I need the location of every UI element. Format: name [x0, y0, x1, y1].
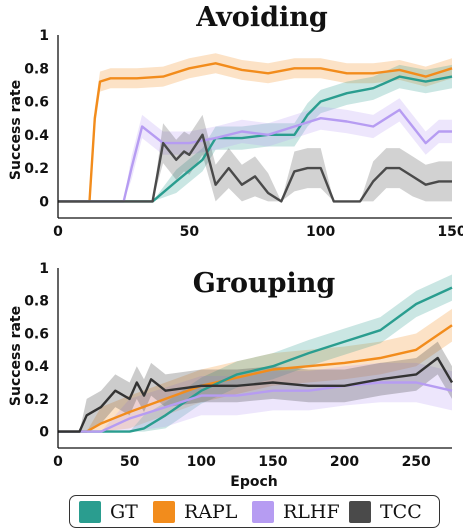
chart-avoiding: Avoiding Success rate 0 50 100 150 00.20.40… — [8, 2, 463, 240]
x-tick-labels: 0 50 100 150 — [53, 224, 463, 240]
band-rapl — [58, 53, 452, 202]
legend-label: TCC — [380, 501, 422, 523]
y-tick-label: 0 — [39, 194, 49, 210]
series-line-rlhf — [58, 381, 453, 433]
legend-swatch — [252, 501, 274, 523]
y-tick-labels: 0 0.2 0.4 0.6 0.8 1 — [24, 261, 49, 441]
chart-grouping: Grouping Success rate 0 50 100 150 200 250 00… — [8, 261, 454, 490]
y-tick-label: 0.2 — [24, 392, 49, 408]
series-line-tcc — [58, 133, 452, 203]
series-line-gt — [58, 286, 453, 433]
legend-item-gt: GT — [79, 501, 138, 523]
legend-label: GT — [110, 501, 138, 523]
legend-swatch — [349, 501, 371, 523]
x-axis-label: Epoch — [230, 474, 277, 490]
legend-label: RAPL — [184, 501, 238, 523]
band-rlhf — [58, 98, 452, 202]
y-tick-label: 0.8 — [24, 61, 49, 77]
x-tick-label: 150 — [258, 454, 287, 470]
y-tick-label: 0 — [39, 425, 49, 441]
x-tick-label: 100 — [187, 454, 216, 470]
x-tick-label: 250 — [402, 454, 431, 470]
chart-title: Grouping — [193, 268, 336, 299]
y-tick-label: 0.4 — [24, 359, 49, 375]
x-tick-label: 0 — [53, 454, 63, 470]
x-tick-label: 100 — [306, 224, 335, 240]
series-lines — [58, 62, 453, 203]
chart-title: Avoiding — [195, 2, 328, 33]
legend: GT RAPL RLHF TCC — [69, 495, 440, 528]
y-axis-label: Success rate — [8, 80, 24, 180]
legend-swatch — [153, 501, 175, 523]
x-tick-label: 0 — [53, 224, 63, 240]
series-line-tcc — [58, 356, 454, 433]
series-lines — [58, 286, 454, 433]
band-rlhf — [58, 362, 452, 432]
y-tick-label: 0.2 — [24, 161, 49, 177]
x-tick-label: 50 — [120, 454, 140, 470]
x-tick-label: 200 — [330, 454, 359, 470]
series-line-rlhf — [58, 108, 452, 203]
series-line-rapl — [58, 324, 453, 433]
y-tick-label: 1 — [39, 261, 49, 277]
confidence-bands — [58, 53, 452, 202]
y-axis-label: Success rate — [8, 306, 24, 406]
y-tick-label: 0.4 — [24, 128, 49, 144]
y-tick-label: 0.6 — [24, 326, 49, 342]
x-tick-labels: 0 50 100 150 200 250 — [53, 454, 431, 470]
legend-item-tcc: TCC — [349, 501, 422, 523]
band-tcc — [58, 341, 452, 432]
legend-item-rapl: RAPL — [153, 501, 237, 523]
x-tick-label: 150 — [437, 224, 463, 240]
y-tick-label: 0.6 — [24, 95, 49, 111]
series-line-rapl — [58, 62, 453, 203]
y-tick-label: 1 — [39, 28, 49, 44]
legend-swatch — [79, 501, 101, 523]
y-tick-label: 0.8 — [24, 294, 49, 310]
x-tick-label: 50 — [180, 224, 200, 240]
y-tick-labels: 0 0.2 0.4 0.6 0.8 1 — [24, 28, 49, 210]
legend-label: RLHF — [283, 501, 340, 523]
legend-item-rlhf: RLHF — [252, 501, 340, 523]
figure: Avoiding Success rate 0 50 100 150 00.20.40… — [8, 2, 463, 490]
